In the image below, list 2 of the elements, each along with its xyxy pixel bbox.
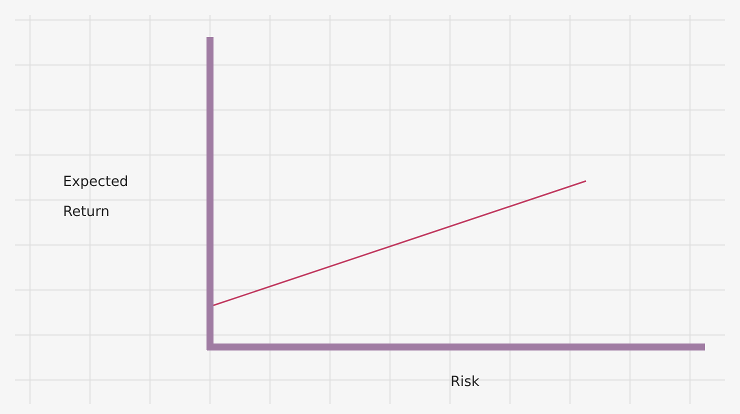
x-axis-title: Risk <box>450 374 480 390</box>
y-axis-title: Expected Return <box>63 174 128 220</box>
